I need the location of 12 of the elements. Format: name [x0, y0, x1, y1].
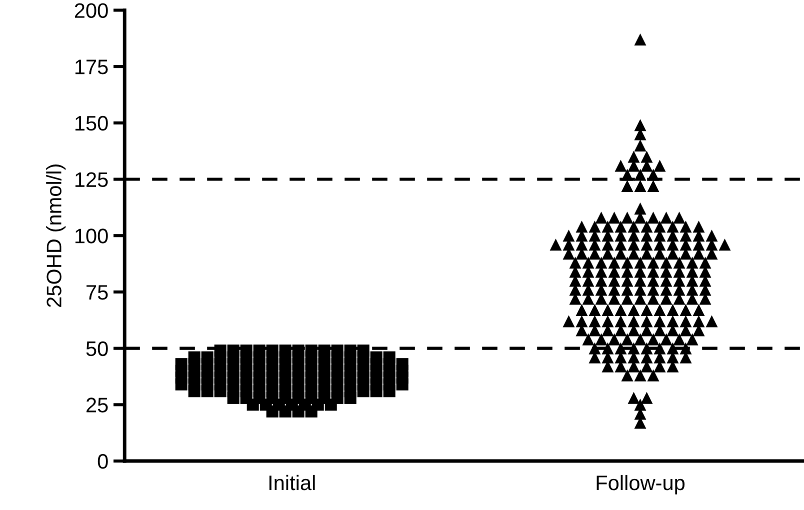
y-tick-label: 25: [86, 398, 108, 412]
y-tick-label: 75: [86, 285, 108, 300]
y-tick-label: 175: [75, 60, 108, 74]
y-tick-label: 100: [75, 228, 108, 244]
y-tick-label: 200: [74, 3, 108, 18]
y-tick-label: 0: [98, 454, 108, 469]
y-tick-label: 125: [75, 172, 108, 188]
x-tick-label: Initial: [269, 474, 315, 490]
x-tick-label: Follow-up: [596, 474, 685, 494]
y-tick-label: 50: [86, 341, 108, 356]
y-axis-title: 25OHD (nmol/l): [46, 164, 66, 307]
y-tick-label: 150: [75, 116, 108, 131]
